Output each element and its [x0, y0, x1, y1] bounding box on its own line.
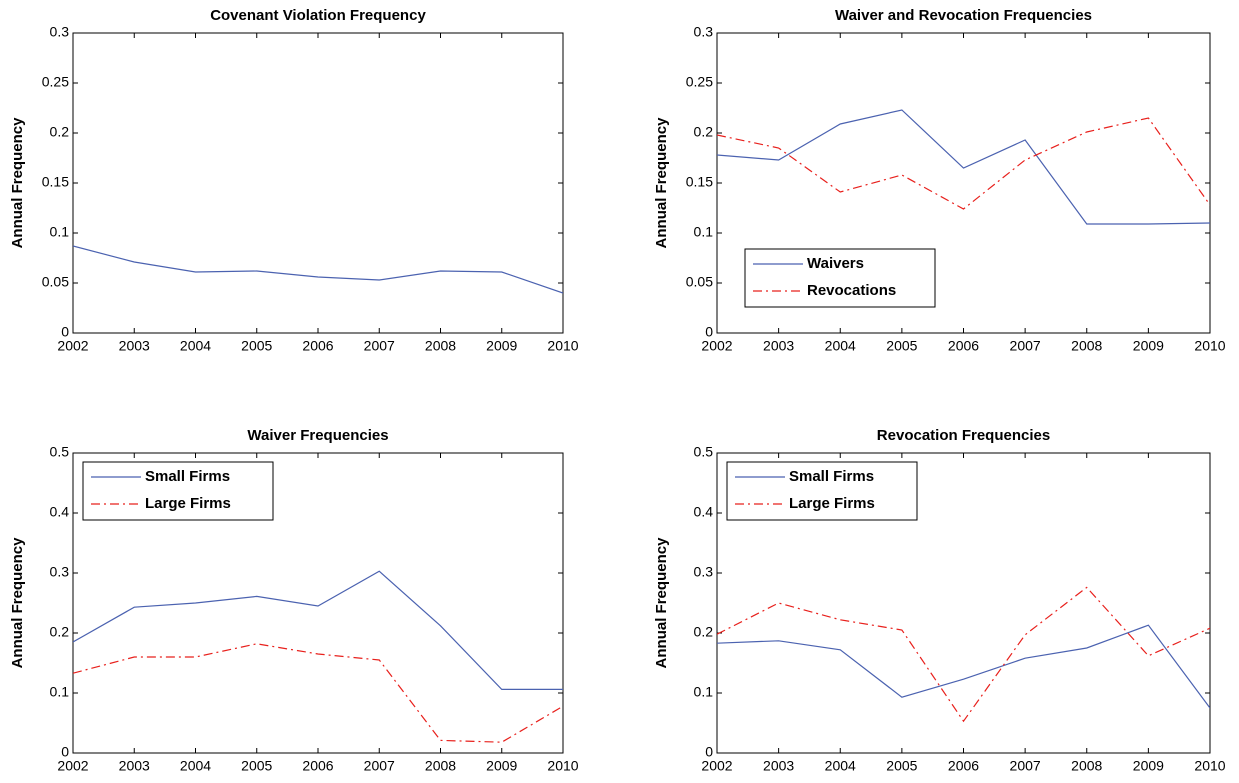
- y-tick-label: 0.2: [50, 624, 70, 640]
- chart-title: Covenant Violation Frequency: [210, 7, 426, 24]
- data-line: [73, 643, 563, 743]
- chart-panel: Covenant Violation Frequency Annual Frequ…: [9, 7, 579, 354]
- y-axis-label: Annual Frequency: [9, 537, 26, 669]
- y-tick-label: 0.1: [50, 684, 70, 700]
- x-tick-label: 2006: [948, 758, 979, 774]
- legend-box: [744, 248, 936, 308]
- x-tick-label: 2002: [57, 338, 88, 354]
- y-tick-label: 0: [705, 324, 713, 340]
- legend-label: Small Firms: [789, 468, 874, 485]
- chart-title: Waiver Frequencies: [247, 427, 388, 444]
- x-tick-label: 2009: [486, 338, 517, 354]
- x-tick-label: 2003: [119, 338, 150, 354]
- chart-panel: Revocation Frequencies Annual Frequency 0 0…: [653, 427, 1226, 774]
- legend-label: Waivers: [807, 255, 864, 272]
- y-tick-label: 0: [705, 744, 713, 760]
- y-tick-label: 0.3: [694, 24, 714, 40]
- x-tick-label: 2009: [1133, 338, 1164, 354]
- x-tick-label: 2010: [1194, 758, 1225, 774]
- legend-label: Large Firms: [789, 495, 875, 512]
- x-tick-label: 2005: [886, 338, 917, 354]
- x-tick-label: 2008: [425, 338, 456, 354]
- x-tick-label: 2008: [1071, 758, 1102, 774]
- x-tick-label: 2010: [1194, 338, 1225, 354]
- y-tick-label: 0.15: [42, 174, 69, 190]
- x-tick-label: 2002: [57, 758, 88, 774]
- chart-panel: Waiver and Revocation Frequencies Annual …: [653, 7, 1226, 354]
- x-tick-label: 2004: [825, 758, 856, 774]
- legend-box: [726, 461, 918, 521]
- x-tick-label: 2005: [241, 758, 272, 774]
- y-tick-label: 0.2: [50, 124, 70, 140]
- y-tick-label: 0.1: [694, 684, 714, 700]
- x-tick-label: 2005: [241, 338, 272, 354]
- y-tick-label: 0.25: [686, 74, 713, 90]
- x-tick-label: 2004: [180, 338, 211, 354]
- y-tick-label: 0.05: [686, 274, 713, 290]
- x-tick-label: 2008: [425, 758, 456, 774]
- y-tick-label: 0.05: [42, 274, 69, 290]
- x-tick-label: 2004: [180, 758, 211, 774]
- x-tick-label: 2003: [119, 758, 150, 774]
- data-line: [717, 117, 1210, 210]
- x-tick-label: 2009: [1133, 758, 1164, 774]
- legend: Small Firms Large Firms: [82, 461, 274, 521]
- y-tick-label: 0.2: [694, 624, 714, 640]
- x-tick-label: 2006: [302, 338, 333, 354]
- y-tick-label: 0.15: [686, 174, 713, 190]
- x-tick-label: 2010: [547, 758, 578, 774]
- y-tick-label: 0.3: [50, 24, 70, 40]
- x-tick-label: 2006: [302, 758, 333, 774]
- x-tick-label: 2005: [886, 758, 917, 774]
- data-line: [717, 586, 1210, 723]
- y-tick-label: 0.2: [694, 124, 714, 140]
- y-tick-label: 0.1: [50, 224, 70, 240]
- legend-label: Revocations: [807, 282, 896, 299]
- y-tick-label: 0.3: [694, 564, 714, 580]
- x-tick-label: 2006: [948, 338, 979, 354]
- legend: Small Firms Large Firms: [726, 461, 918, 521]
- x-tick-label: 2010: [547, 338, 578, 354]
- x-tick-label: 2003: [763, 758, 794, 774]
- data-line: [717, 109, 1210, 225]
- data-line: [73, 570, 563, 690]
- chart-title: Waiver and Revocation Frequencies: [835, 7, 1092, 24]
- x-tick-label: 2002: [701, 758, 732, 774]
- x-tick-label: 2007: [1010, 758, 1041, 774]
- legend: Waivers Revocations: [744, 248, 936, 308]
- legend-box: [82, 461, 274, 521]
- y-axis-label: Annual Frequency: [653, 117, 670, 249]
- x-tick-label: 2003: [763, 338, 794, 354]
- data-line: [73, 245, 563, 294]
- x-tick-label: 2004: [825, 338, 856, 354]
- data-line: [717, 624, 1210, 709]
- x-tick-label: 2007: [364, 338, 395, 354]
- y-tick-label: 0.3: [50, 564, 70, 580]
- x-tick-label: 2007: [364, 758, 395, 774]
- y-tick-label: 0.5: [50, 444, 70, 460]
- y-tick-label: 0.5: [694, 444, 714, 460]
- chart-title: Revocation Frequencies: [877, 427, 1050, 444]
- y-tick-label: 0: [61, 744, 69, 760]
- y-tick-label: 0.4: [694, 504, 714, 520]
- y-tick-label: 0.25: [42, 74, 69, 90]
- y-tick-label: 0.1: [694, 224, 714, 240]
- y-axis-label: Annual Frequency: [9, 117, 26, 249]
- plot-frame: [72, 32, 564, 334]
- y-tick-label: 0.4: [50, 504, 70, 520]
- y-tick-label: 0: [61, 324, 69, 340]
- x-tick-label: 2002: [701, 338, 732, 354]
- y-axis-label: Annual Frequency: [653, 537, 670, 669]
- x-tick-label: 2007: [1010, 338, 1041, 354]
- legend-label: Small Firms: [145, 468, 230, 485]
- x-tick-label: 2009: [486, 758, 517, 774]
- chart-panel: Waiver Frequencies Annual Frequency 0 0.1 0.…: [9, 427, 579, 774]
- legend-label: Large Firms: [145, 495, 231, 512]
- x-tick-label: 2008: [1071, 338, 1102, 354]
